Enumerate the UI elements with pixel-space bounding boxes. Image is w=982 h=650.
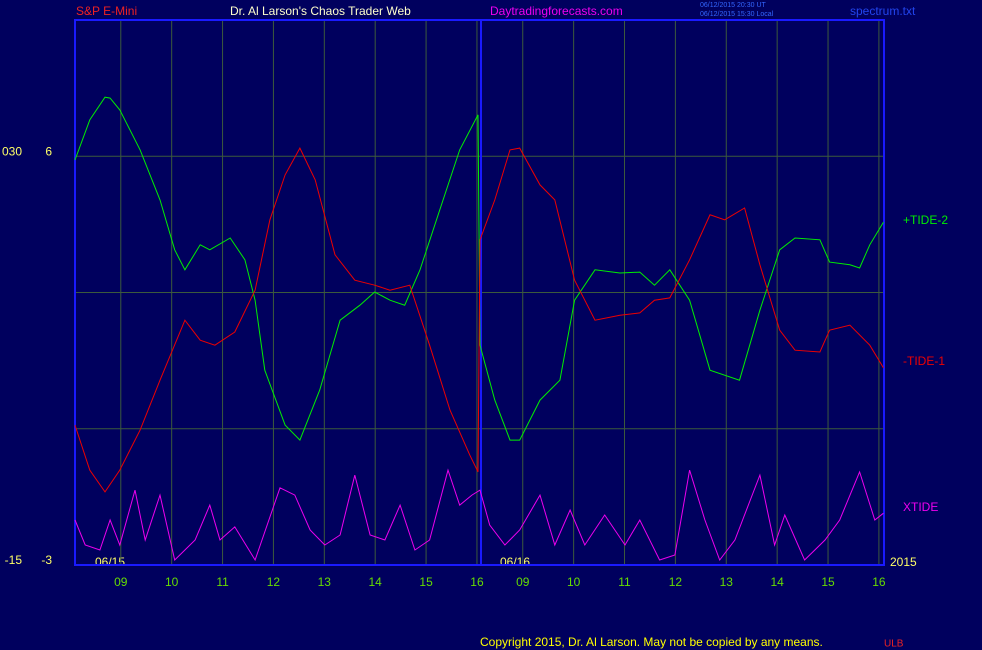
legend-label: +TIDE-2 xyxy=(903,213,948,227)
header-title: Dr. Al Larson's Chaos Trader Web xyxy=(230,4,411,18)
y2-tick-label: 030 xyxy=(2,144,22,158)
header-site: Daytradingforecasts.com xyxy=(490,4,623,18)
y-tick-label: 6 xyxy=(45,144,52,158)
stamp: 06/12/2015 15:30 Local xyxy=(700,11,774,18)
x-tick-label: 14 xyxy=(369,575,383,589)
series-line xyxy=(74,147,884,493)
x-tick-label: 09 xyxy=(114,575,128,589)
file-name: spectrum.txt xyxy=(850,4,916,18)
x-tick-label: 14 xyxy=(770,575,784,589)
stamp: 06/12/2015 20:30 UT xyxy=(700,2,766,9)
x-tick-label: 11 xyxy=(216,575,229,589)
x-tick-label: 12 xyxy=(267,575,281,589)
x-tick-label: 15 xyxy=(419,575,433,589)
legend-label: -TIDE-1 xyxy=(903,354,945,368)
x-tick-label: 10 xyxy=(165,575,179,589)
date-label: 06/16 xyxy=(500,555,530,569)
year-label: 2015 xyxy=(890,555,917,569)
x-tick-label: 12 xyxy=(669,575,683,589)
y2-tick-label: -15 xyxy=(5,553,23,567)
x-tick-label: 13 xyxy=(318,575,332,589)
x-tick-label: 09 xyxy=(516,575,530,589)
y-tick-label: -3 xyxy=(41,553,52,567)
x-tick-label: 16 xyxy=(470,575,484,589)
x-tick-label: 13 xyxy=(720,575,734,589)
legend-label: XTIDE xyxy=(903,500,938,514)
x-tick-label: 16 xyxy=(872,575,886,589)
series-line xyxy=(74,96,884,441)
x-tick-label: 10 xyxy=(567,575,581,589)
series-line xyxy=(74,468,884,562)
copyright: Copyright 2015, Dr. Al Larson. May not b… xyxy=(480,635,823,649)
x-tick-label: 15 xyxy=(821,575,835,589)
mark: ULB xyxy=(884,639,904,650)
x-tick-label: 11 xyxy=(618,575,631,589)
plot-frame xyxy=(74,19,885,566)
header-symbol: S&P E-Mini xyxy=(76,4,137,18)
